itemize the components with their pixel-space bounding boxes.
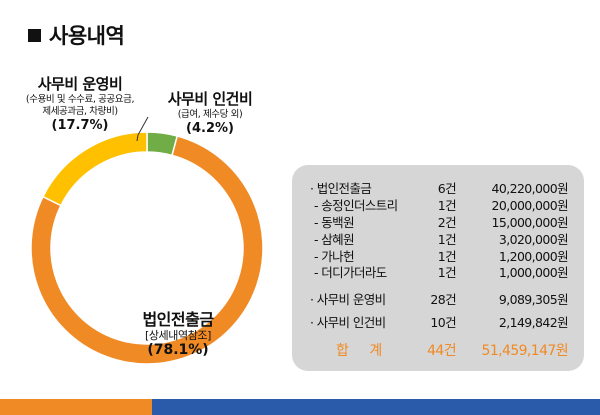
row-name: - 삼혜원	[314, 232, 355, 247]
leader-line-end	[136, 134, 139, 142]
row-amount: 2,149,842원	[498, 315, 569, 330]
footer-bar-blue	[152, 399, 600, 415]
square-bullet-icon	[28, 29, 41, 42]
row-name: · 사무비 인건비	[310, 315, 386, 330]
row-count: 1건	[437, 198, 457, 213]
row-count: 6건	[437, 181, 457, 196]
table-row: - 삼혜원 1건 3,020,000원	[292, 231, 584, 248]
slice-label-op: 사무비 운영비 (수용비 및 수수료, 공공요금, 제세공과금, 차량비) (1…	[14, 73, 146, 133]
slice-op-percent: (17.7%)	[51, 118, 109, 133]
row-amount: 15,000,000원	[491, 215, 569, 230]
row-name: - 동백원	[314, 215, 355, 230]
donut-slice-op	[41, 131, 148, 207]
donut-chart	[30, 116, 264, 365]
slice-corp-note: [상세내역참조]	[144, 329, 212, 342]
donut-slice-corp	[30, 135, 264, 365]
summary-panel	[292, 165, 584, 371]
row-amount: 3,020,000원	[498, 232, 569, 247]
row-amount: 20,000,000원	[491, 198, 569, 213]
row-amount: 40,220,000원	[491, 181, 569, 196]
table-row: - 더디가더라도 1건 1,000,000원	[292, 264, 584, 281]
footer-bar-orange	[0, 399, 152, 415]
row-name: - 송정인더스트리	[314, 198, 398, 213]
row-count: 1건	[437, 232, 457, 247]
slice-corp-title: 법인전출금	[142, 310, 214, 329]
table-row: - 동백원 2건 15,000,000원	[292, 214, 584, 231]
slice-labor-percent: (4.2%)	[186, 121, 234, 136]
row-amount: 1,200,000원	[498, 249, 569, 264]
total-count: 44건	[427, 343, 457, 359]
table-row: - 송정인더스트리 1건 20,000,000원	[292, 197, 584, 214]
row-count: 28건	[430, 292, 456, 307]
row-count: 10건	[430, 315, 456, 330]
table-row: · 법인전출금 6건 40,220,000원	[292, 180, 584, 197]
row-name: · 법인전출금	[310, 181, 372, 196]
total-label: 합 계	[336, 343, 391, 359]
page-title: 사용내역	[28, 20, 125, 50]
total-row: 합 계 44건 51,459,147원	[292, 341, 584, 361]
row-name: - 가나헌	[314, 249, 355, 264]
slice-labor-note: (급여, 제수당 외)	[177, 109, 243, 120]
row-name: · 사무비 운영비	[310, 292, 386, 307]
slice-labor-title: 사무비 인건비	[167, 90, 253, 108]
page-title-text: 사용내역	[49, 24, 125, 48]
slice-corp-percent: (78.1%)	[147, 342, 209, 358]
row-count: 2건	[437, 215, 457, 230]
row-name: - 더디가더라도	[314, 265, 387, 280]
slice-label-labor: 사무비 인건비 (급여, 제수당 외) (4.2%)	[160, 88, 260, 136]
slice-op-note: (수용비 및 수수료, 공공요금, 제세공과금, 차량비)	[25, 94, 135, 117]
table-row: - 가나헌 1건 1,200,000원	[292, 248, 584, 265]
row-count: 1건	[437, 249, 457, 264]
row-amount: 9,089,305원	[498, 292, 569, 307]
row-amount: 1,000,000원	[498, 265, 569, 280]
leader-line	[137, 116, 149, 136]
table-row: · 사무비 운영비 28건 9,089,305원	[292, 291, 584, 308]
slice-label-corp: 법인전출금 [상세내역참조] (78.1%)	[118, 306, 238, 358]
row-count: 1건	[437, 265, 457, 280]
total-amount: 51,459,147원	[481, 343, 569, 359]
table-row: · 사무비 인건비 10건 2,149,842원	[292, 314, 584, 331]
slice-op-title: 사무비 운영비	[37, 75, 123, 93]
